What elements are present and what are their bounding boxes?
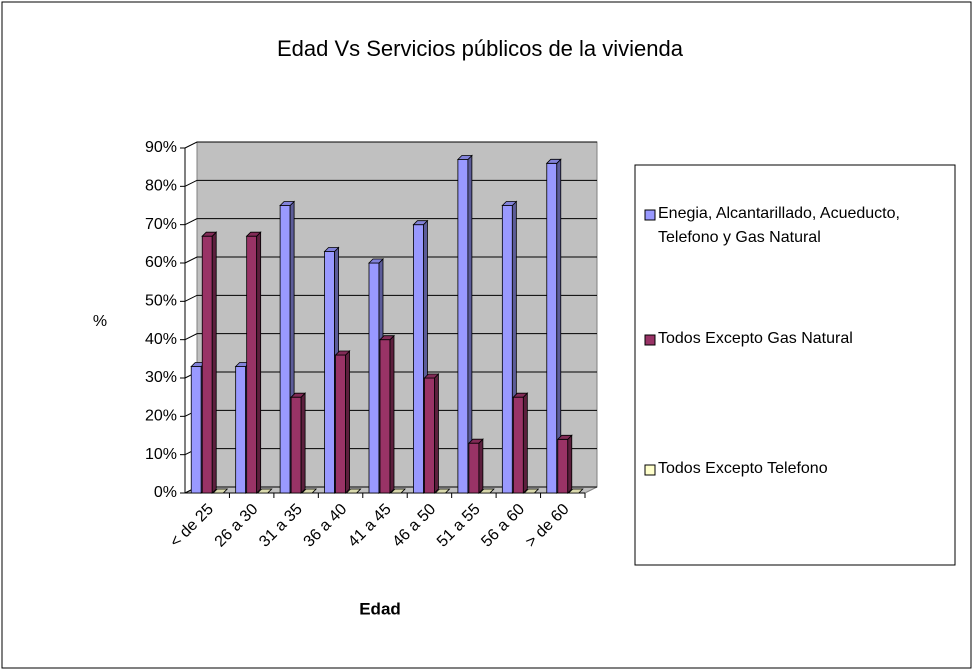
bar	[512, 392, 529, 494]
bar	[379, 334, 395, 494]
chart-title: Edad Vs Servicios públicos de la viviend…	[277, 36, 684, 61]
bar-top	[368, 258, 384, 264]
bar-top	[423, 373, 440, 379]
bar-top	[201, 231, 218, 237]
y-tick-label: 90%	[145, 139, 177, 156]
grid-line	[184, 141, 597, 149]
bar-side	[522, 392, 528, 494]
legend-entry: Todos Excepto Telefono	[658, 460, 828, 477]
bar-top	[567, 488, 584, 494]
bar-front	[201, 235, 213, 494]
bar-top	[456, 155, 473, 160]
legend-swatch	[644, 209, 656, 221]
bar-front	[546, 162, 558, 494]
bar	[423, 373, 440, 494]
bar-side	[478, 438, 484, 494]
bar-top	[256, 488, 273, 494]
bar	[256, 488, 273, 494]
bar-top	[290, 392, 307, 398]
bar-front	[413, 224, 424, 494]
y-tick-label: 60%	[145, 254, 177, 271]
bar-front	[468, 442, 480, 494]
bar-top	[545, 158, 562, 164]
bar-front	[501, 205, 513, 494]
bar-top	[323, 247, 340, 252]
y-tick-label: 40%	[145, 331, 177, 348]
y-tick-label: 20%	[145, 408, 177, 425]
y-tick-label: 10%	[145, 446, 177, 463]
bar-front	[190, 366, 202, 494]
legend-box	[634, 164, 956, 566]
bar	[434, 488, 451, 494]
bar-side	[256, 231, 262, 494]
legend-swatch	[644, 464, 656, 476]
bar-top	[512, 392, 529, 398]
bar	[290, 392, 307, 494]
bar-side	[345, 350, 350, 494]
bar-side	[567, 434, 573, 494]
y-tick-label: 0%	[154, 484, 177, 501]
bar-front	[457, 159, 469, 494]
bar	[478, 488, 495, 494]
bar-front	[424, 377, 435, 494]
bar-top	[412, 220, 429, 226]
bar-top	[501, 201, 518, 206]
bar-side	[434, 373, 439, 494]
bar	[212, 488, 229, 494]
bar-front	[368, 262, 380, 494]
bar	[390, 488, 406, 494]
y-tick-label: 50%	[145, 293, 177, 310]
bar-top	[301, 488, 318, 494]
bar	[245, 231, 262, 494]
bar-top	[245, 231, 262, 237]
bar	[467, 438, 484, 494]
bar-top	[334, 350, 351, 356]
legend-entry: Todos Excepto Gas Natural	[658, 330, 853, 347]
bar-top	[434, 488, 451, 494]
bar-top	[523, 488, 540, 494]
bar	[523, 488, 540, 494]
bar-side	[300, 392, 306, 494]
x-axis-label: Edad	[359, 599, 401, 618]
bar-front	[512, 396, 524, 494]
y-axis-label: %	[93, 313, 107, 330]
bar-top	[467, 438, 484, 444]
y-tick-label: 30%	[145, 369, 177, 386]
legend-entry: Enegia, Alcantarillado, Acueducto, Telef…	[658, 205, 900, 246]
bar-top	[345, 488, 362, 494]
bar-top	[279, 201, 296, 206]
bar-top	[478, 488, 495, 494]
bar-side	[211, 231, 217, 494]
legend-label: Todos Excepto Gas Natural	[658, 330, 853, 347]
y-tick-label: 80%	[145, 178, 177, 195]
bar-front	[324, 251, 335, 494]
bar-top	[379, 335, 395, 341]
bar	[201, 231, 218, 494]
bar	[556, 434, 573, 494]
bar-side	[389, 334, 395, 494]
bar-front	[246, 235, 258, 494]
bar-top	[212, 488, 229, 494]
bar-top	[390, 488, 406, 494]
y-tick-label: 70%	[145, 216, 177, 233]
legend-swatch	[644, 334, 656, 346]
legend-label: Enegia, Alcantarillado, Acueducto, Telef…	[658, 205, 900, 246]
bar-top	[556, 434, 573, 440]
bar-front	[335, 354, 346, 494]
bar-front	[379, 339, 391, 494]
bar	[334, 350, 351, 494]
bar	[567, 488, 584, 494]
bar-front	[290, 396, 302, 494]
bar	[301, 488, 318, 494]
bar-front	[235, 366, 247, 494]
legend-label: Todos Excepto Telefono	[658, 460, 828, 477]
bar-front	[279, 205, 291, 494]
bar-front	[557, 438, 569, 494]
bar	[345, 488, 362, 494]
